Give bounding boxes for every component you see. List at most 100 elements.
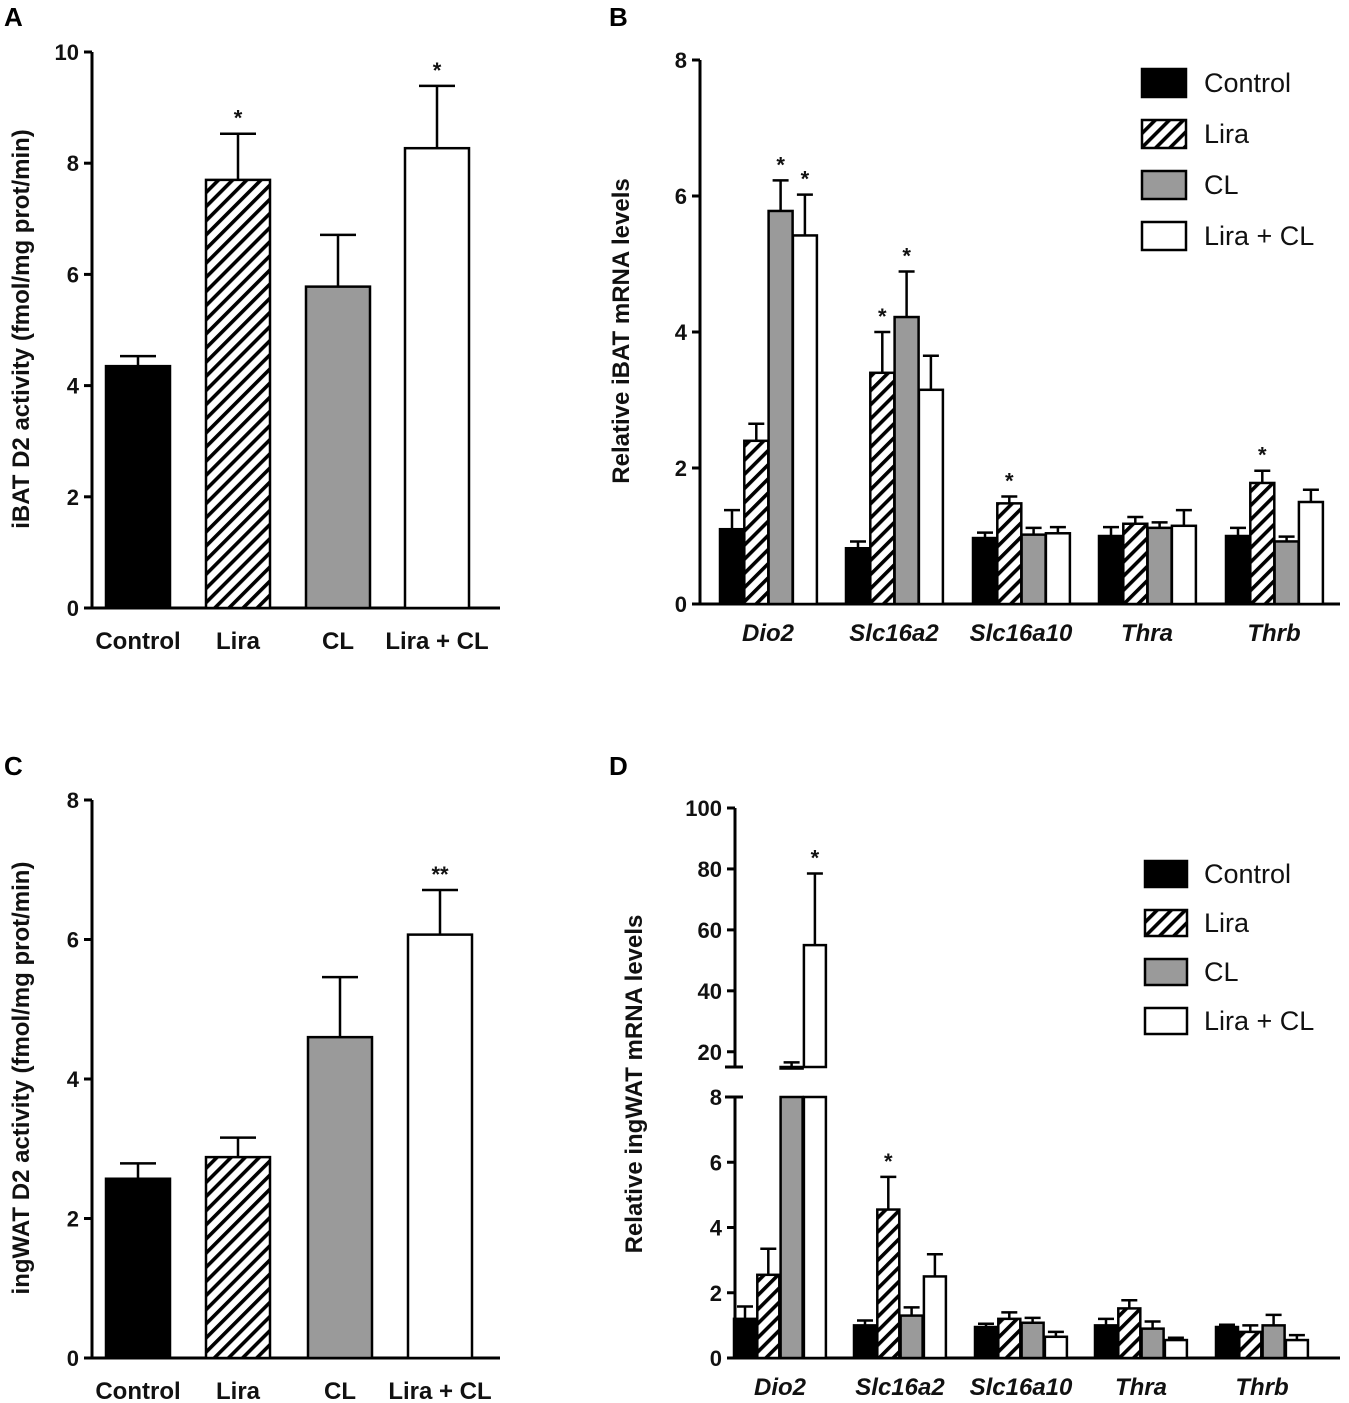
panel-d-y-label: Relative ingWAT mRNA levels [621, 915, 648, 1254]
error-bar [760, 1247, 777, 1275]
bar-control [1214, 1325, 1240, 1360]
x-tick-label: Lira [216, 628, 261, 655]
x-tick-label: Lira + CL [388, 1378, 491, 1403]
panel-d-chart: 0 2 4 6 8 20 40 60 80 100 * Dio2 * Slc16a2 Slc16a10 Thr… [685, 796, 1340, 1401]
panel-d-upper-y-tick-label: 60 [698, 918, 722, 943]
legend-swatch-control [1140, 67, 1188, 99]
error-bar [422, 888, 458, 935]
panel-b-y-label: Relative iBAT mRNA levels [608, 178, 635, 483]
error-bar [220, 132, 256, 180]
panel-a-y-tick-label: 4 [67, 374, 80, 399]
bar-cl [1146, 526, 1173, 606]
legend-swatch-cl [1143, 957, 1189, 987]
legend-label-lira: Lira [1204, 908, 1250, 938]
bar-control [971, 536, 999, 606]
error-bar [322, 975, 358, 1038]
bar-cl [304, 285, 372, 610]
error-bar [903, 1306, 920, 1316]
legend-label-cl: CL [1204, 957, 1239, 987]
panel-a-y-tick-label: 2 [67, 485, 79, 510]
bar-lira [996, 502, 1023, 606]
panel-b-legend: Control Lira CL Lira + CL [1140, 67, 1314, 252]
panel-b-chart: 0 2 4 6 8 * * Dio2 * * Slc16a2 * Slc16a10 Thra * Thrb [675, 48, 1340, 647]
error-bar [724, 508, 740, 530]
legend-label-cl: CL [1204, 170, 1239, 200]
x-tick-label: Slc16a10 [970, 1374, 1073, 1401]
bar-liracl [1297, 500, 1325, 606]
x-tick-label: Thrb [1235, 1374, 1288, 1401]
legend-label-lira-cl: Lira + CL [1204, 1006, 1314, 1036]
panel-b-y-tick-label: 2 [675, 456, 687, 481]
significance-marker: * [776, 152, 785, 177]
error-bar [320, 233, 356, 287]
panel-c-y-tick-label: 8 [67, 788, 79, 813]
error-bar [880, 1175, 897, 1210]
panel-label-a: A [4, 2, 23, 32]
bar-control [1097, 534, 1125, 606]
significance-marker: ** [431, 862, 449, 887]
significance-marker: * [801, 167, 810, 192]
legend-label-lira-cl: Lira + CL [1204, 221, 1314, 251]
legend-label-lira: Lira [1204, 119, 1250, 149]
bar-control [732, 1317, 758, 1360]
x-tick-label: CL [322, 628, 354, 655]
x-tick-label: Slc16a2 [849, 620, 939, 647]
error-bar [1302, 488, 1319, 502]
x-tick-label: Slc16a2 [855, 1374, 945, 1401]
significance-marker: * [811, 846, 820, 871]
bar-lira [204, 1155, 272, 1360]
panel-a-y-tick-label: 0 [67, 596, 79, 621]
bar-control [973, 1325, 999, 1360]
legend-swatch-cl [1140, 169, 1188, 201]
panel-a-y-label: iBAT D2 activity (fmol/mg prot/min) [8, 129, 35, 529]
bar-liracl [1043, 1335, 1069, 1360]
significance-marker: * [1005, 469, 1014, 494]
x-tick-label: Dio2 [754, 1374, 807, 1401]
error-bar [874, 330, 891, 373]
error-bar [419, 84, 455, 149]
legend-swatch-lira [1143, 908, 1189, 938]
bar-control [104, 1177, 172, 1360]
panel-b-y-tick-label: 4 [675, 320, 688, 345]
legend-label-control: Control [1204, 68, 1291, 98]
bar-control [1093, 1324, 1119, 1360]
bar-cl [893, 315, 920, 606]
bar-control [718, 527, 746, 606]
significance-marker: * [902, 243, 911, 268]
bar-cl-lower [779, 1095, 804, 1360]
error-bar [748, 422, 765, 441]
error-bar [772, 179, 789, 211]
panel-b-y-tick-label: 0 [675, 592, 687, 617]
significance-marker: * [884, 1149, 893, 1174]
bar-cl [1020, 533, 1047, 606]
bar-cl [767, 209, 794, 606]
panel-c-y-tick-label: 4 [67, 1067, 80, 1092]
x-tick-label: Control [95, 1378, 180, 1403]
bar-lira [1249, 481, 1276, 606]
x-tick-label: Control [95, 628, 180, 655]
bar-control [1224, 534, 1252, 606]
bar-cl [1261, 1324, 1286, 1360]
legend-swatch-lira-cl [1143, 1006, 1189, 1036]
bar-liracl [791, 234, 819, 606]
bar-lira [756, 1273, 781, 1360]
panel-a-chart: 0 2 4 6 8 10 Control * Lira CL * Lira + CL [55, 40, 500, 655]
bar-liracl [406, 933, 474, 1360]
panel-a-y-tick-label: 10 [55, 40, 79, 65]
panel-c-y-tick-label: 0 [67, 1346, 79, 1371]
panel-d-upper-y-tick-label: 20 [698, 1040, 722, 1065]
panel-label-c: C [4, 751, 23, 781]
bar-liracl [403, 146, 471, 610]
error-bar [1103, 525, 1119, 536]
panel-label-b: B [609, 2, 628, 32]
x-tick-label: Lira + CL [385, 628, 488, 655]
x-tick-label: Thra [1121, 620, 1173, 647]
error-bar [1254, 469, 1271, 483]
panel-d-upper-y-tick-label: 80 [698, 857, 722, 882]
bar-control [844, 546, 872, 606]
x-tick-label: Lira [216, 1378, 261, 1403]
significance-marker: * [878, 304, 887, 329]
bar-liracl-lower [802, 1095, 828, 1360]
x-tick-label: CL [324, 1378, 356, 1403]
significance-marker: * [1258, 443, 1267, 468]
